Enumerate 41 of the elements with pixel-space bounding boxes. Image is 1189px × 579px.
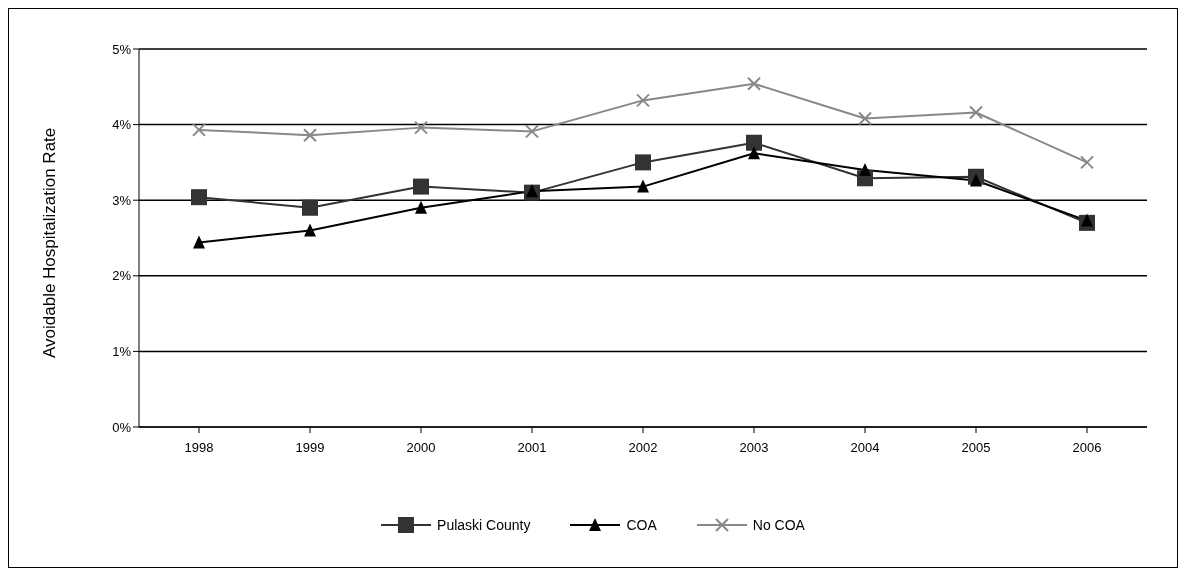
y-axis-title: Avoidable Hospitalization Rate xyxy=(40,127,60,358)
x-tick-label: 2005 xyxy=(961,440,991,456)
point xyxy=(746,134,762,151)
point xyxy=(858,111,872,126)
point xyxy=(636,93,650,108)
x-tick-label: 2002 xyxy=(628,440,658,456)
y-tick-label: 0% xyxy=(112,419,132,435)
legend-label: No COA xyxy=(752,517,805,533)
x-tick-label: 2006 xyxy=(1072,440,1102,456)
point xyxy=(304,223,316,237)
point xyxy=(1081,213,1093,227)
point xyxy=(413,178,429,195)
x-tick-label: 2000 xyxy=(406,440,436,456)
point xyxy=(859,162,871,176)
point xyxy=(1080,155,1094,170)
point xyxy=(192,122,206,137)
point xyxy=(303,128,317,143)
y-tick-label: 3% xyxy=(112,192,132,208)
legend-label: COA xyxy=(626,517,657,533)
y-tick-label: 1% xyxy=(112,344,132,360)
y-tick-label: 5% xyxy=(112,41,132,57)
point xyxy=(635,154,651,171)
point xyxy=(191,189,207,206)
x-tick-label: 2001 xyxy=(517,440,547,456)
point xyxy=(748,146,760,160)
point xyxy=(970,173,982,187)
point xyxy=(637,179,649,193)
point xyxy=(415,200,427,214)
point xyxy=(525,124,539,139)
x-tick-label: 2003 xyxy=(739,440,769,456)
point xyxy=(302,199,318,216)
point xyxy=(969,105,983,120)
x-tick-label: 2004 xyxy=(850,440,880,456)
point xyxy=(193,235,205,249)
y-tick-label: 2% xyxy=(112,268,132,284)
y-tick-label: 4% xyxy=(112,117,132,133)
x-tick-label: 1999 xyxy=(295,440,325,456)
x-tick-label: 1998 xyxy=(184,440,214,456)
point xyxy=(414,120,428,135)
point xyxy=(747,76,761,91)
legend-label: Pulaski County xyxy=(437,517,531,533)
